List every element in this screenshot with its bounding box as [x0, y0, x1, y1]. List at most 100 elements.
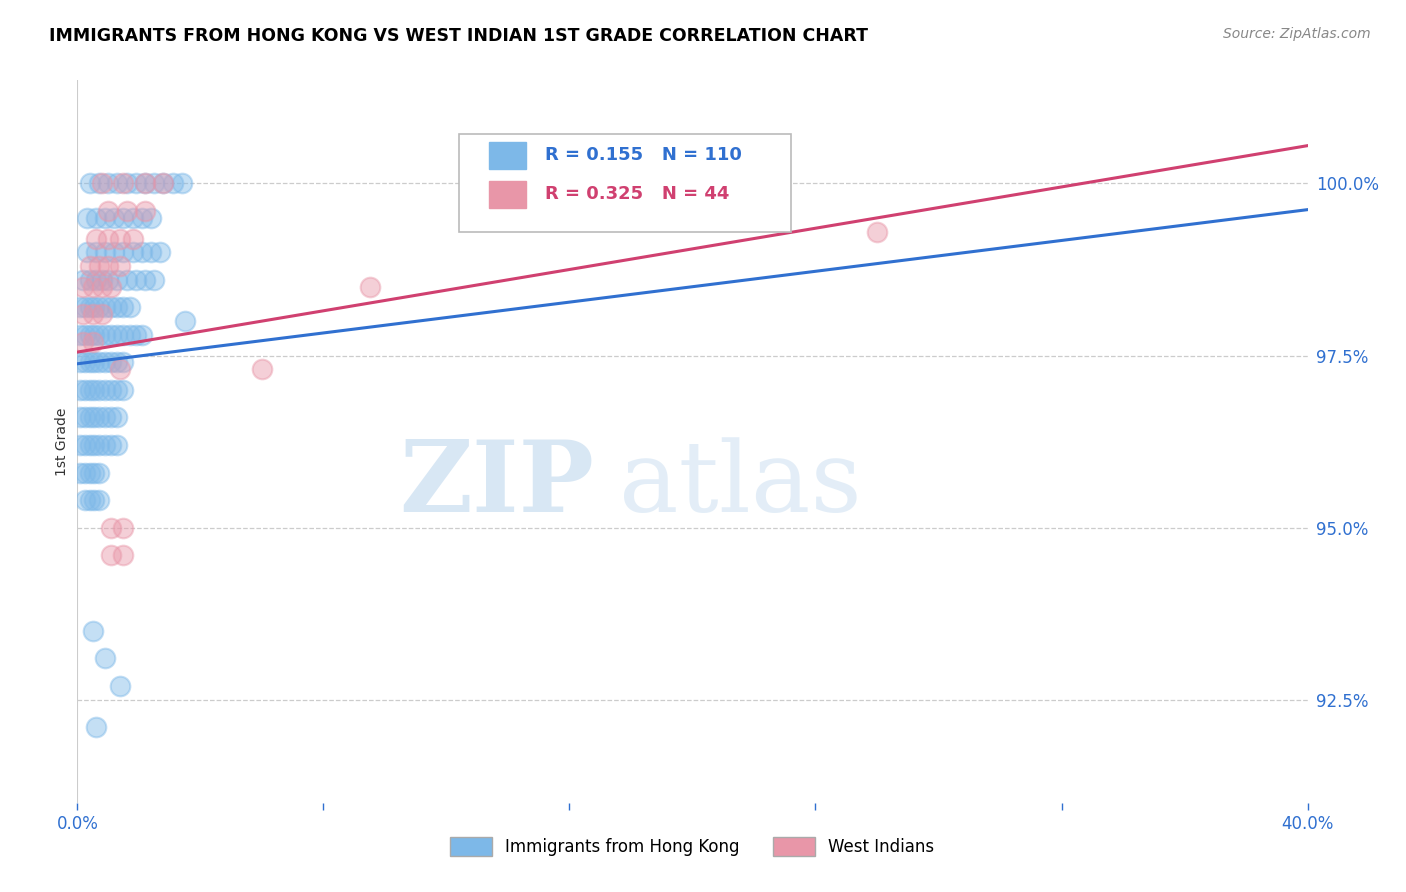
Point — [118, 301, 141, 315]
Point — [79, 438, 101, 452]
Point — [758, 177, 780, 191]
Point — [115, 204, 138, 219]
Point — [97, 231, 120, 245]
Point — [79, 327, 101, 342]
Point — [100, 279, 122, 293]
Point — [76, 211, 98, 225]
Point — [112, 383, 135, 397]
Point — [94, 355, 117, 369]
Bar — [489, 142, 526, 169]
Point — [72, 334, 94, 349]
Point — [112, 548, 135, 562]
Point — [84, 231, 107, 245]
Point — [100, 438, 122, 452]
Point — [90, 307, 114, 321]
Point — [100, 548, 122, 562]
Point — [72, 273, 94, 287]
Point — [79, 177, 101, 191]
Point — [105, 273, 128, 287]
Point — [125, 177, 148, 191]
Point — [162, 177, 184, 191]
Point — [100, 355, 122, 369]
Point — [100, 327, 122, 342]
Point — [94, 211, 117, 225]
Point — [90, 177, 114, 191]
Point — [87, 259, 110, 273]
Point — [83, 301, 105, 315]
Point — [87, 383, 110, 397]
Legend: Immigrants from Hong Kong, West Indians: Immigrants from Hong Kong, West Indians — [444, 830, 941, 863]
Point — [143, 177, 166, 191]
Point — [110, 231, 132, 245]
Point — [83, 438, 105, 452]
Point — [87, 301, 110, 315]
Point — [69, 383, 91, 397]
Point — [94, 438, 117, 452]
Point — [152, 177, 174, 191]
Point — [115, 177, 138, 191]
Point — [97, 177, 120, 191]
Point — [82, 334, 104, 349]
Point — [83, 466, 105, 480]
Point — [87, 438, 110, 452]
Point — [79, 410, 101, 425]
Point — [94, 301, 117, 315]
Point — [69, 355, 91, 369]
Point — [866, 225, 889, 239]
Point — [105, 438, 128, 452]
Point — [112, 211, 135, 225]
Point — [87, 355, 110, 369]
Point — [94, 410, 117, 425]
Point — [84, 245, 107, 260]
Point — [79, 383, 101, 397]
Point — [69, 466, 91, 480]
Point — [90, 279, 114, 293]
Point — [115, 273, 138, 287]
Point — [73, 355, 96, 369]
Point — [112, 301, 135, 315]
Bar — [489, 181, 526, 208]
Point — [69, 410, 91, 425]
Point — [758, 177, 780, 191]
Point — [121, 245, 143, 260]
Point — [121, 231, 143, 245]
Point — [112, 327, 135, 342]
Point — [83, 383, 105, 397]
Point — [134, 204, 156, 219]
Point — [69, 438, 91, 452]
Y-axis label: 1st Grade: 1st Grade — [55, 408, 69, 475]
Point — [79, 355, 101, 369]
Point — [83, 327, 105, 342]
Point — [94, 327, 117, 342]
Point — [94, 245, 117, 260]
Point — [79, 273, 101, 287]
Point — [112, 245, 135, 260]
Point — [100, 410, 122, 425]
Point — [79, 493, 101, 508]
Point — [73, 327, 96, 342]
Point — [73, 301, 96, 315]
Point — [73, 493, 96, 508]
Text: ZIP: ZIP — [399, 436, 595, 533]
Point — [131, 327, 153, 342]
Point — [87, 410, 110, 425]
Point — [112, 355, 135, 369]
Point — [134, 177, 156, 191]
Point — [73, 383, 96, 397]
Point — [83, 355, 105, 369]
Point — [121, 211, 143, 225]
Point — [103, 211, 125, 225]
Point — [134, 177, 156, 191]
Point — [90, 273, 114, 287]
Point — [79, 259, 101, 273]
Point — [112, 520, 135, 534]
Point — [100, 383, 122, 397]
Point — [83, 493, 105, 508]
Point — [69, 327, 91, 342]
Point — [143, 273, 166, 287]
Point — [110, 259, 132, 273]
Point — [69, 301, 91, 315]
Point — [105, 177, 128, 191]
Point — [105, 383, 128, 397]
Point — [84, 211, 107, 225]
